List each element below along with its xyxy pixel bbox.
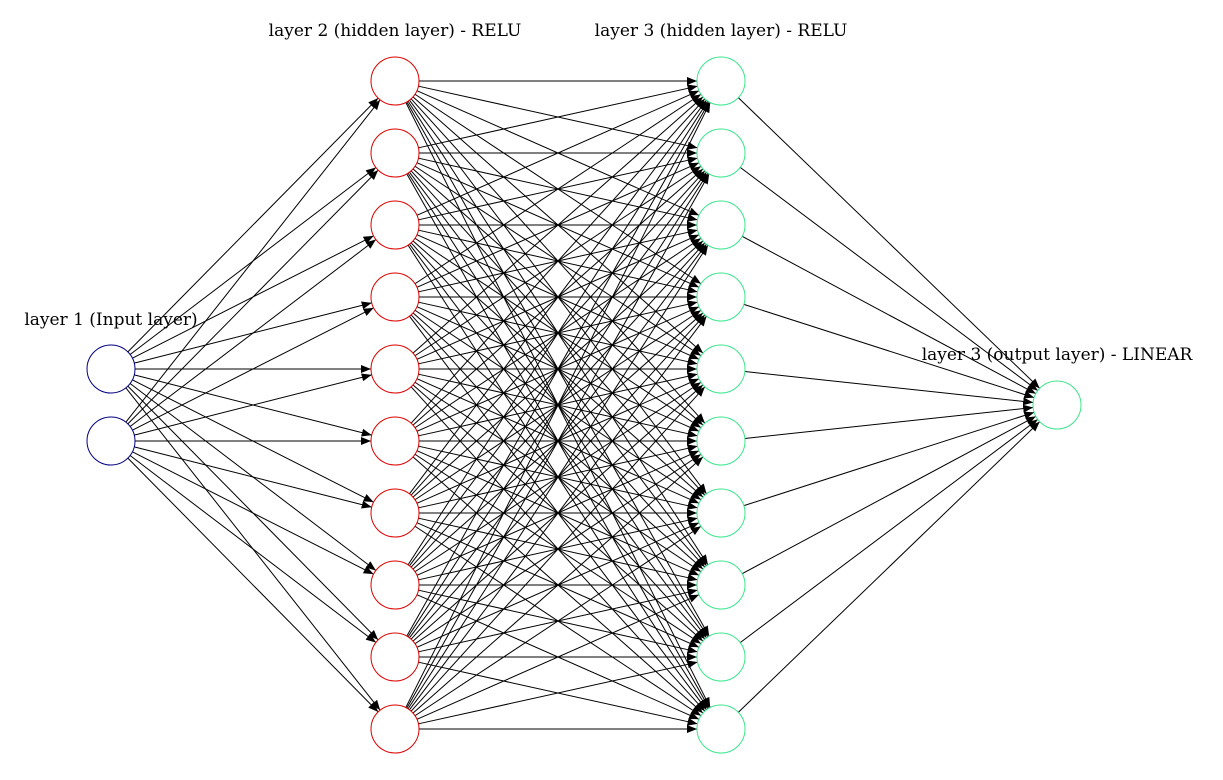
connection-edge <box>129 455 377 643</box>
connection-edge <box>412 456 704 714</box>
edges-group <box>125 77 1041 733</box>
connection-edge <box>409 99 707 495</box>
connection-edge <box>739 166 1039 392</box>
layer-3-neuron-7 <box>696 488 746 538</box>
layer-2-neuron-8 <box>370 560 420 610</box>
connection-edge <box>129 239 377 427</box>
layer-2-neuron-7 <box>370 488 420 538</box>
connection-edge <box>743 411 1035 507</box>
layer-3-neuron-1 <box>696 56 746 106</box>
connection-edge <box>416 90 700 216</box>
connection-edge <box>127 169 379 425</box>
layer-3-neuron-10 <box>696 704 746 754</box>
connection-edge <box>134 373 372 436</box>
layer-1-neuron-1 <box>86 344 136 394</box>
connection-edge <box>412 96 704 354</box>
layer-3-neuron-2 <box>696 128 746 178</box>
connection-edge <box>406 173 710 709</box>
connection-edge <box>743 303 1035 399</box>
layer-4-neuron-1 <box>1032 380 1082 430</box>
connection-edge <box>410 98 706 424</box>
connection-edge <box>125 99 381 423</box>
layer-2-neuron-9 <box>370 632 420 682</box>
connection-edge <box>405 102 711 708</box>
layer-2-neuron-6 <box>370 416 420 466</box>
layer-2-neuron-5 <box>370 344 420 394</box>
connection-edge <box>406 101 710 637</box>
connection-edge <box>407 100 709 566</box>
connection-edge <box>416 594 700 720</box>
connection-edge <box>132 451 374 575</box>
layer-3-title: layer 3 (hidden layer) - RELU <box>595 21 848 41</box>
layer-3-neuron-4 <box>696 272 746 322</box>
connection-edge <box>739 418 1039 643</box>
layer-2-title: layer 2 (hidden layer) - RELU <box>269 21 522 41</box>
layer-2-neuron-1 <box>370 56 420 106</box>
labels-group: layer 1 (Input layer) layer 2 (hidden la… <box>24 21 1193 365</box>
connection-edge <box>744 404 1034 439</box>
layer-3-neuron-8 <box>696 560 746 610</box>
layer-1-title: layer 1 (Input layer) <box>24 310 197 330</box>
connection-edge <box>741 235 1037 395</box>
layer-3-neuron-9 <box>696 632 746 682</box>
connection-edge <box>741 415 1037 575</box>
layer-2-neuron-2 <box>370 128 420 178</box>
layer-1-neuron-2 <box>86 416 136 466</box>
layer-3-neuron-6 <box>696 416 746 466</box>
connection-edge <box>407 244 709 710</box>
connection-edge <box>132 307 374 431</box>
connection-edge <box>134 446 372 509</box>
layer-2-neuron-3 <box>370 200 420 250</box>
layer-2-neuron-10 <box>370 704 420 754</box>
connection-edge <box>409 315 707 711</box>
connection-edge <box>418 84 698 149</box>
connection-edge <box>414 525 702 717</box>
connection-edge <box>744 371 1034 406</box>
layer-4-title: layer 3 (output layer) - LINEAR <box>922 345 1194 365</box>
layer-3-neuron-5 <box>696 344 746 394</box>
connection-edge <box>127 457 379 713</box>
layer-3-neuron-3 <box>696 200 746 250</box>
layer-2-neuron-4 <box>370 272 420 322</box>
connection-edge <box>737 97 1041 389</box>
nodes-group <box>86 56 1082 754</box>
connection-edge <box>127 97 379 353</box>
connection-edge <box>418 660 698 725</box>
connection-edge <box>410 386 706 712</box>
connection-edge <box>737 421 1041 713</box>
connection-edge <box>414 93 702 285</box>
